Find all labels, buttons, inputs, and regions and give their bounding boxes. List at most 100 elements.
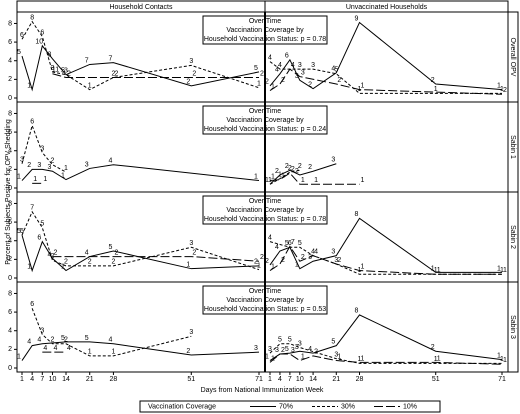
point-label: 1 bbox=[111, 349, 115, 356]
point-label: 3 bbox=[295, 344, 299, 351]
y-tick-label: 4 bbox=[8, 148, 12, 155]
point-label: 6 bbox=[30, 118, 34, 125]
y-tick-label: 6 bbox=[8, 309, 12, 316]
y-tick-label: 8 bbox=[8, 290, 12, 297]
series-line bbox=[269, 169, 300, 185]
point-label: 1 bbox=[361, 82, 365, 89]
series-line bbox=[21, 210, 260, 271]
x-tick-label: 14 bbox=[309, 376, 317, 383]
point-label: 1 bbox=[497, 82, 501, 89]
point-label: 2 bbox=[265, 79, 269, 86]
point-label: 2 bbox=[431, 77, 435, 84]
legend-title: Vaccination Coverage bbox=[148, 403, 216, 410]
point-label: 5 bbox=[254, 65, 258, 72]
point-label: 3 bbox=[40, 327, 44, 334]
y-tick-label: 0 bbox=[8, 365, 12, 372]
y-tick-label: 8 bbox=[8, 200, 12, 207]
point-label: 2 bbox=[186, 79, 190, 86]
point-label: 2 bbox=[51, 337, 55, 344]
point-label: 7 bbox=[85, 57, 89, 64]
y-tick-label: 8 bbox=[8, 110, 12, 117]
series-line bbox=[269, 353, 503, 365]
point-label: 3 bbox=[64, 68, 68, 75]
point-label: 5 bbox=[17, 49, 21, 56]
point-label: 6 bbox=[20, 32, 24, 39]
x-tick-label: 51 bbox=[432, 376, 440, 383]
point-label: 1 bbox=[281, 172, 285, 179]
series-line bbox=[31, 308, 192, 357]
point-label: 2 bbox=[88, 259, 92, 266]
point-label: 1 bbox=[61, 172, 65, 179]
x-axis-label: Days from National Immunization Week bbox=[201, 387, 324, 394]
point-label: 2 bbox=[114, 70, 118, 77]
point-label: 3 bbox=[189, 240, 193, 247]
row-label: Sabin 1 bbox=[509, 135, 516, 159]
point-label: 5 bbox=[61, 335, 65, 342]
point-label: 1 bbox=[186, 262, 190, 269]
x-tick-label: 4 bbox=[278, 376, 282, 383]
point-label: 4 bbox=[275, 67, 279, 74]
point-label: 1 bbox=[431, 265, 435, 272]
point-label: 4 bbox=[54, 345, 58, 352]
point-label: 5 bbox=[40, 221, 44, 228]
x-tick-label: 21 bbox=[332, 376, 340, 383]
point-label: 1 bbox=[295, 262, 299, 269]
point-label: 1 bbox=[254, 173, 258, 180]
y-tick-label: 4 bbox=[8, 328, 12, 335]
point-label: 3 bbox=[48, 164, 52, 171]
point-label: 4 bbox=[27, 338, 31, 345]
x-tick-label: 1 bbox=[268, 376, 272, 383]
point-label: 3 bbox=[298, 62, 302, 69]
point-label: 3 bbox=[334, 257, 338, 264]
point-label: 5 bbox=[331, 338, 335, 345]
point-label: 1 bbox=[301, 353, 305, 360]
series-line bbox=[21, 234, 260, 273]
legend-box bbox=[139, 400, 441, 413]
series-line bbox=[21, 164, 260, 182]
point-label: 4 bbox=[108, 158, 112, 165]
series-line bbox=[269, 163, 337, 185]
x-tick-label: 7 bbox=[40, 376, 44, 383]
point-label: 1 bbox=[434, 86, 438, 93]
point-label: 2 bbox=[265, 258, 269, 265]
point-label: 1 bbox=[437, 355, 441, 362]
point-label: 1 bbox=[17, 173, 21, 180]
x-tick-label: 14 bbox=[62, 376, 70, 383]
point-label: 4 bbox=[48, 251, 52, 258]
point-label: 2 bbox=[308, 164, 312, 171]
point-label: 2 bbox=[54, 249, 58, 256]
point-label: 1 bbox=[503, 267, 507, 274]
point-label: 7 bbox=[30, 205, 34, 212]
point-label: 2 bbox=[254, 259, 258, 266]
series-line bbox=[21, 20, 260, 91]
y-tick-label: 4 bbox=[8, 238, 12, 245]
point-label: 5 bbox=[288, 337, 292, 344]
y-tick-label: 2 bbox=[8, 76, 12, 83]
point-label: 2 bbox=[308, 82, 312, 89]
point-label: 1 bbox=[434, 267, 438, 274]
y-axis-label: Percent of Subjects Positive for OPV She… bbox=[5, 119, 12, 265]
point-label: 2 bbox=[285, 163, 289, 170]
y-tick-label: 2 bbox=[8, 346, 12, 353]
x-tick-label: 71 bbox=[255, 376, 263, 383]
y-tick-label: 2 bbox=[8, 256, 12, 263]
y-tick-label: 6 bbox=[8, 129, 12, 136]
point-label: 4 bbox=[291, 62, 295, 69]
point-label: 4 bbox=[275, 244, 279, 251]
point-label: 2 bbox=[260, 70, 264, 77]
point-label: 3 bbox=[268, 346, 272, 353]
point-label: 5 bbox=[298, 240, 302, 247]
point-label: 8 bbox=[48, 52, 52, 59]
point-label: 2 bbox=[337, 77, 341, 84]
point-label: 5 bbox=[285, 240, 289, 247]
point-label: 2 bbox=[111, 259, 115, 266]
series-line bbox=[269, 241, 502, 275]
point-label: 2 bbox=[337, 257, 341, 264]
point-label: 8 bbox=[355, 211, 359, 218]
y-tick-label: 6 bbox=[8, 39, 12, 46]
point-label: 2 bbox=[27, 162, 31, 169]
point-label: 1 bbox=[271, 355, 275, 362]
point-label: 4 bbox=[268, 235, 272, 242]
point-label: 1 bbox=[17, 353, 21, 360]
